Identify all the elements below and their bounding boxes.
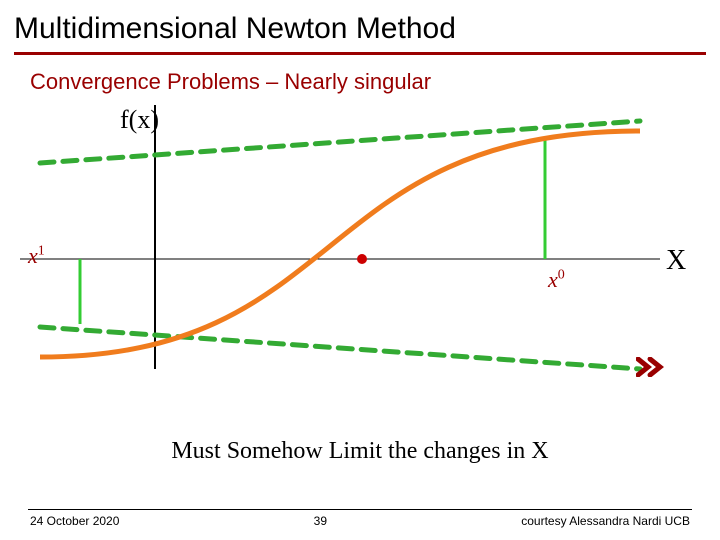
- x0-sup: 0: [558, 268, 565, 283]
- inflection-dot: [357, 254, 367, 264]
- fx-label: f(x): [120, 105, 159, 135]
- x-prime-label: x1: [28, 243, 45, 269]
- conclusion-text: Must Somehow Limit the changes in X: [0, 438, 720, 465]
- x0-base: x: [548, 267, 558, 292]
- subtitle: Convergence Problems – Nearly singular: [0, 55, 720, 95]
- x0-label: x0: [548, 267, 565, 293]
- footer-page: 39: [314, 514, 327, 528]
- diagram-area: f(x) x1 x0 X: [0, 99, 720, 389]
- chevron-icon: [636, 357, 664, 377]
- x-prime-sup: 1: [38, 244, 45, 259]
- x-axis-label: X: [666, 245, 686, 277]
- function-curve: [40, 131, 640, 357]
- footer: 24 October 2020 39 courtesy Alessandra N…: [0, 509, 720, 528]
- x-prime-base: x: [28, 243, 38, 268]
- page-title: Multidimensional Newton Method: [0, 0, 720, 50]
- footer-credit: courtesy Alessandra Nardi UCB: [521, 514, 690, 528]
- footer-rule: [28, 509, 692, 510]
- footer-date: 24 October 2020: [30, 514, 119, 528]
- diagram-svg: [0, 99, 720, 389]
